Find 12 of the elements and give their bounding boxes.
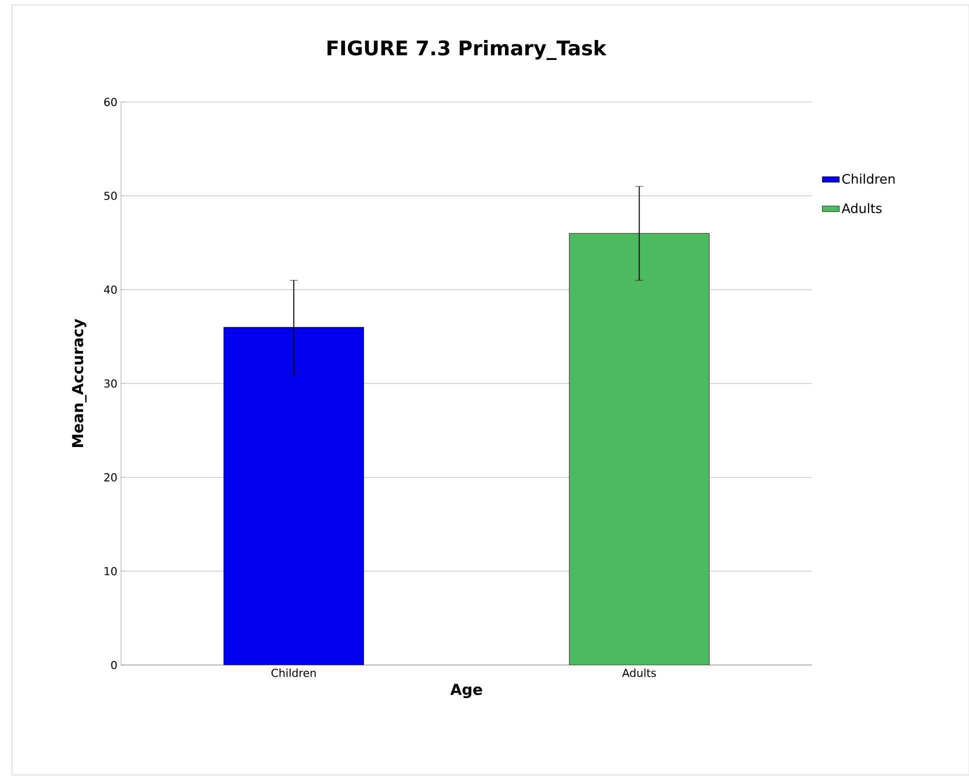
y-tick-label: 60 [104,98,117,106]
y-tick-label: 40 [104,286,117,294]
y-axis-title: Mean_Accuracy [72,318,87,447]
y-tick-label: 50 [104,192,117,200]
y-tick-label: 0 [111,660,117,670]
chart-title: FIGURE 7.3 Primary_Task [328,40,607,60]
x-axis-title: Age [450,684,482,698]
y-tick-label: 30 [104,379,117,388]
legend-label: Children [842,174,895,184]
legend-label: Adults [842,203,882,214]
y-tick-label: 20 [104,473,117,482]
y-tick-label: 10 [104,567,117,576]
